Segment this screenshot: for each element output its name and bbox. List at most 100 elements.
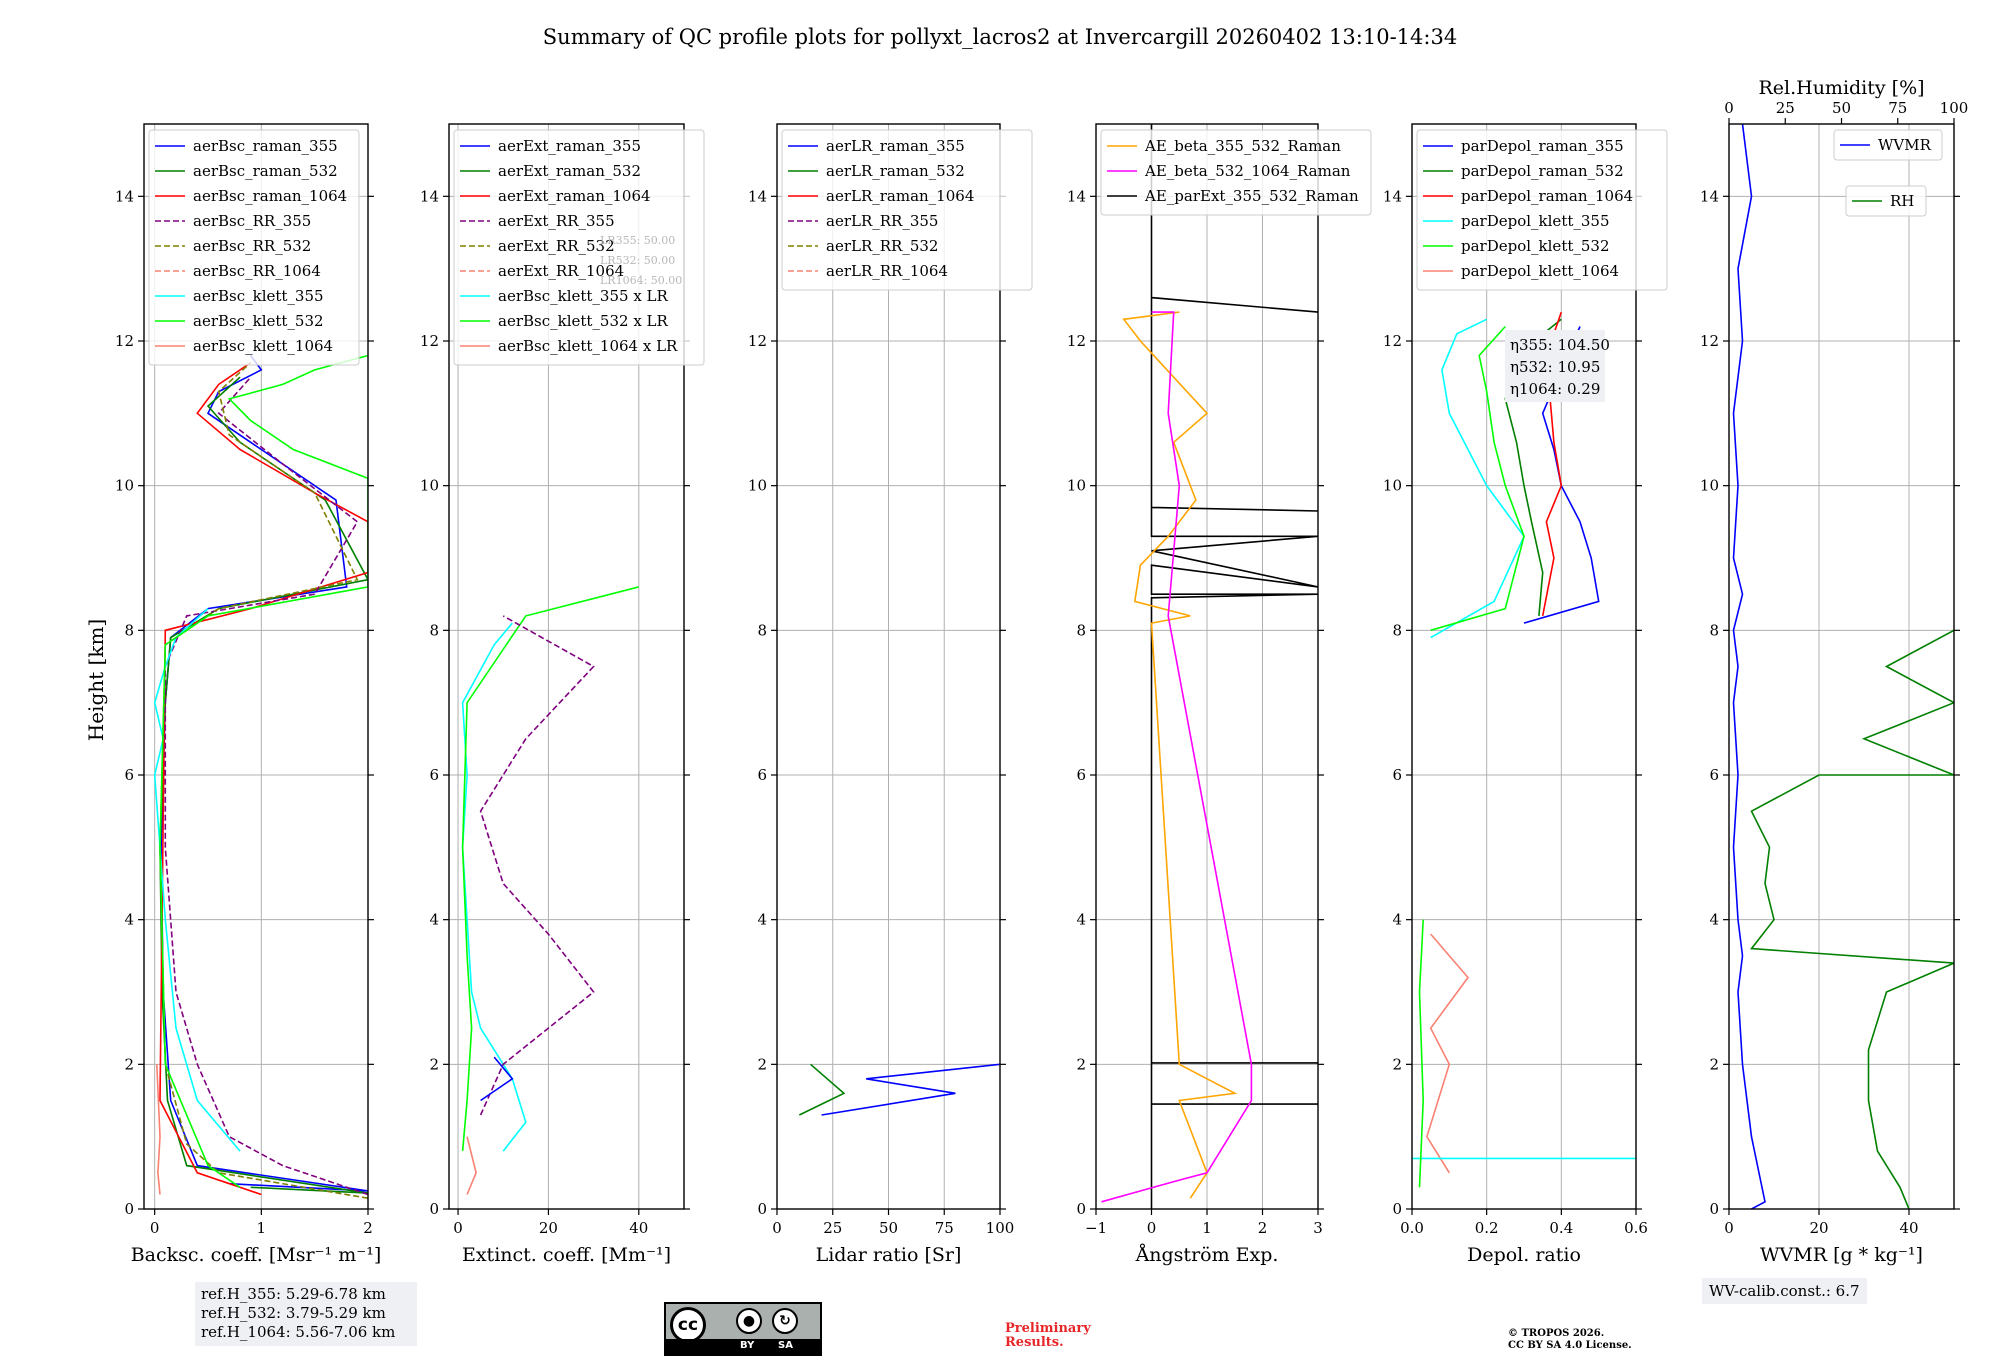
series-line-wv-0 xyxy=(1732,124,1766,1209)
x-tick-label: 50 xyxy=(879,1219,898,1237)
y-tick-label: 4 xyxy=(1076,911,1086,929)
legend-label: aerLR_RR_1064 xyxy=(826,262,948,280)
top-tick-label: 25 xyxy=(1776,99,1795,117)
series-line-bsc-6 xyxy=(159,354,368,1188)
eta-label: η1064: 0.29 xyxy=(1510,380,1600,398)
series-group xyxy=(1732,124,1954,1209)
legend-label: aerBsc_klett_1064 x LR xyxy=(498,337,678,355)
top-tick-label: 50 xyxy=(1832,99,1851,117)
eta-label: η532: 10.95 xyxy=(1510,358,1600,376)
y-tick-label: 0 xyxy=(757,1200,767,1218)
y-tick-label: 2 xyxy=(1392,1055,1402,1073)
series-line-depol-5 xyxy=(1426,933,1470,1174)
legend-label: parDepol_raman_355 xyxy=(1461,137,1624,155)
y-tick-label: 12 xyxy=(748,332,767,350)
y-tick-label: 6 xyxy=(124,766,134,784)
y-tick-label: 0 xyxy=(429,1200,439,1218)
series-line-depol-3 xyxy=(1430,318,1525,639)
legend-label: aerBsc_klett_355 xyxy=(193,287,324,305)
y-tick-label: 12 xyxy=(115,332,134,350)
panel-depol: 0.0 0.2 0.4 0.6 0 2 4 6 8 10 12 14 Depol. ratio parDe… xyxy=(1383,123,1668,1266)
series-group xyxy=(461,586,639,1195)
legend-label: aerBsc_raman_355 xyxy=(193,137,338,155)
x-tick-label: 3 xyxy=(1313,1219,1323,1237)
cc-by-label: BY xyxy=(740,1340,755,1351)
y-tick-label: 14 xyxy=(1700,187,1719,205)
legend-label: aerExt_raman_532 xyxy=(498,162,641,180)
series-line-bsc-5 xyxy=(153,608,241,1152)
y-tick-label: 10 xyxy=(748,477,767,495)
x-tick-label: 100 xyxy=(986,1219,1015,1237)
y-tick-label: 8 xyxy=(1392,621,1402,639)
top-tick-label: 100 xyxy=(1940,99,1969,117)
series-line-ae-0 xyxy=(1150,124,1318,1209)
y-tick-label: 4 xyxy=(1709,911,1719,929)
series-line-depol-4 xyxy=(1430,325,1525,632)
legend-label: aerBsc_RR_532 xyxy=(193,237,311,255)
legend-label: aerBsc_klett_532 xyxy=(193,312,324,330)
preliminary-line-2: Results. xyxy=(1005,1335,1064,1350)
series-line-ext-0 xyxy=(461,622,527,1152)
legend-label: aerExt_RR_532 xyxy=(498,237,615,255)
y-tick-label: 8 xyxy=(1709,621,1719,639)
x-tick-label: 1 xyxy=(1202,1219,1212,1237)
x-tick-label: 0.0 xyxy=(1400,1219,1424,1237)
y-tick-label: 0 xyxy=(124,1200,134,1218)
series-line-bsc-7 xyxy=(156,1064,161,1195)
series-group xyxy=(1101,124,1318,1209)
series-line-bsc-1 xyxy=(159,376,368,1194)
series-line-bsc-3 xyxy=(164,376,368,1196)
ref-height-1064: ref.H_1064: 5.56-7.06 km xyxy=(201,1323,396,1341)
preliminary-note: Preliminary Results. xyxy=(1005,1322,1091,1350)
y-tick-label: 0 xyxy=(1392,1200,1402,1218)
y-tick-label: 2 xyxy=(429,1055,439,1073)
x-tick-label: 1 xyxy=(257,1219,267,1237)
y-tick-label: 14 xyxy=(1067,187,1086,205)
legend-label: aerBsc_RR_355 xyxy=(193,212,311,230)
legend-label: aerBsc_klett_355 x LR xyxy=(498,287,669,305)
preliminary-line-1: Preliminary xyxy=(1005,1321,1091,1336)
series-line-bsc-2 xyxy=(159,362,368,1196)
x-axis-label: Depol. ratio xyxy=(1467,1244,1581,1266)
series-group xyxy=(798,1063,1000,1116)
x-tick-label: 0 xyxy=(453,1219,463,1237)
legend-label: aerExt_raman_355 xyxy=(498,137,641,155)
x-axis-label: WVMR [g * kg⁻¹] xyxy=(1760,1244,1923,1266)
x-tick-label: 0.4 xyxy=(1549,1219,1573,1237)
lr-note: LR532: 50.00 xyxy=(600,254,675,267)
y-tick-label: 14 xyxy=(420,187,439,205)
x-axis-label: Lidar ratio [Sr] xyxy=(816,1244,962,1266)
y-tick-label: 8 xyxy=(429,621,439,639)
legend-label: AE_parExt_355_532_Raman xyxy=(1144,187,1359,205)
top-tick-label: 75 xyxy=(1888,99,1907,117)
series-line-ae-2 xyxy=(1101,311,1253,1203)
legend-label: aerBsc_RR_1064 xyxy=(193,262,321,280)
y-tick-label: 6 xyxy=(1392,766,1402,784)
y-tick-label: 4 xyxy=(757,911,767,929)
lr-note: LR1064: 50.00 xyxy=(600,274,682,287)
series-line-wv-1 xyxy=(1749,629,1954,1209)
y-tick-label: 12 xyxy=(420,332,439,350)
y-tick-label: 10 xyxy=(1700,477,1719,495)
figure-title: Summary of QC profile plots for pollyxt_… xyxy=(543,25,1457,49)
y-tick-label: 8 xyxy=(757,621,767,639)
x-tick-label: 40 xyxy=(629,1219,648,1237)
y-tick-label: 14 xyxy=(748,187,767,205)
series-line-ext-2 xyxy=(466,1136,477,1195)
eta-label: η355: 104.50 xyxy=(1510,336,1610,354)
series-line-lr-0 xyxy=(821,1063,1000,1116)
legend-label: AE_beta_355_532_Raman xyxy=(1144,137,1341,155)
axes-frame xyxy=(1728,123,1955,1210)
y-tick-label: 2 xyxy=(1709,1055,1719,1073)
y-tick-label: 0 xyxy=(1076,1200,1086,1218)
ref-height-355: ref.H_355: 5.29-6.78 km xyxy=(201,1285,386,1303)
legend-label: aerLR_raman_355 xyxy=(826,137,965,155)
x-axis-label: Ångström Exp. xyxy=(1135,1244,1279,1266)
eta-box xyxy=(1505,330,1605,402)
reference-height-box: ref.H_355: 5.29-6.78 km ref.H_532: 3.79-… xyxy=(195,1282,417,1346)
legend-label: aerLR_raman_532 xyxy=(826,162,965,180)
legend-box xyxy=(1100,129,1372,216)
x-tick-label: 75 xyxy=(935,1219,954,1237)
x-tick-label: 2 xyxy=(363,1219,373,1237)
